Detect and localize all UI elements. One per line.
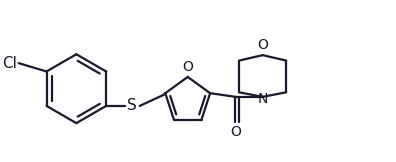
Text: O: O xyxy=(182,60,193,74)
Text: O: O xyxy=(230,125,241,139)
Text: Cl: Cl xyxy=(2,56,17,71)
Text: N: N xyxy=(257,92,268,106)
Text: O: O xyxy=(257,38,268,52)
Text: S: S xyxy=(127,98,136,113)
